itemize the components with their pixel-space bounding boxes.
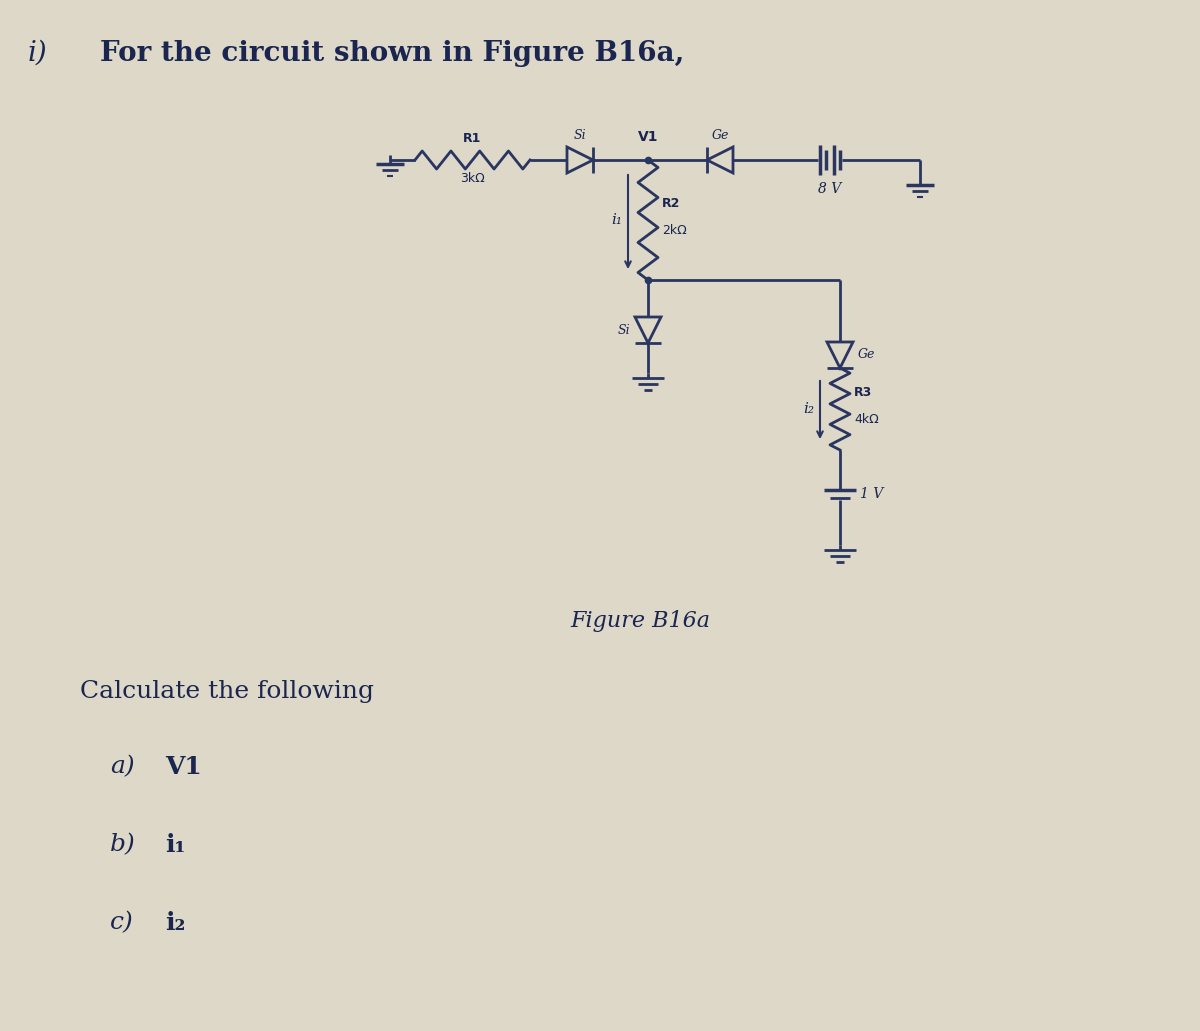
- Text: b): b): [110, 833, 136, 856]
- Text: Ge: Ge: [712, 129, 728, 142]
- Text: 2kΩ: 2kΩ: [662, 224, 686, 237]
- Text: i₁: i₁: [166, 833, 186, 857]
- Text: For the circuit shown in Figure B16a,: For the circuit shown in Figure B16a,: [100, 40, 684, 67]
- Text: Ge: Ge: [858, 348, 875, 362]
- Text: V1: V1: [637, 130, 659, 144]
- Text: i₁: i₁: [611, 213, 622, 227]
- Text: R3: R3: [854, 386, 872, 399]
- Text: Si: Si: [574, 129, 587, 142]
- Text: 3kΩ: 3kΩ: [460, 172, 485, 185]
- Text: a): a): [110, 755, 134, 778]
- Text: R2: R2: [662, 197, 680, 210]
- Text: i): i): [28, 40, 48, 67]
- Text: i₂: i₂: [803, 402, 814, 415]
- Text: Si: Si: [617, 324, 630, 336]
- Text: i₂: i₂: [166, 911, 185, 935]
- Text: Figure B16a: Figure B16a: [570, 610, 710, 632]
- Text: c): c): [110, 911, 133, 934]
- Text: 8 V: 8 V: [818, 182, 841, 196]
- Text: R1: R1: [463, 132, 481, 145]
- Text: V1: V1: [166, 755, 202, 779]
- Text: 4kΩ: 4kΩ: [854, 413, 878, 426]
- Text: 1 V: 1 V: [860, 487, 883, 501]
- Text: Calculate the following: Calculate the following: [80, 680, 374, 703]
